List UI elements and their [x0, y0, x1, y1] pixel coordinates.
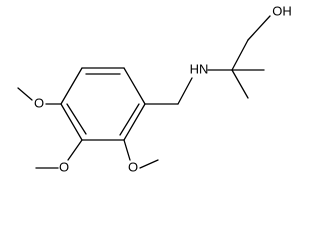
- bond: [247, 15, 271, 41]
- bond: [67, 139, 83, 161]
- bond: [123, 103, 146, 141]
- bond: [139, 159, 159, 169]
- bond: [60, 67, 83, 105]
- bond: [17, 87, 33, 101]
- double-bond: [66, 103, 87, 135]
- atom-label: O: [128, 159, 138, 174]
- double-bond: [119, 103, 140, 136]
- bond: [231, 69, 249, 99]
- bond: [123, 67, 146, 105]
- atom-label: O: [34, 95, 44, 110]
- page: OH HN O O O (() => { const data = JSON.p…: [17, 3, 292, 175]
- bond: [177, 77, 193, 105]
- atom-label: HN: [190, 61, 209, 76]
- bond: [231, 39, 249, 71]
- atom-label: O: [59, 159, 69, 174]
- bonds: [17, 15, 271, 169]
- atom-label: OH: [272, 3, 292, 18]
- bond: [60, 103, 83, 141]
- bond: [123, 139, 131, 161]
- structure: OH HN O O O: [17, 3, 292, 174]
